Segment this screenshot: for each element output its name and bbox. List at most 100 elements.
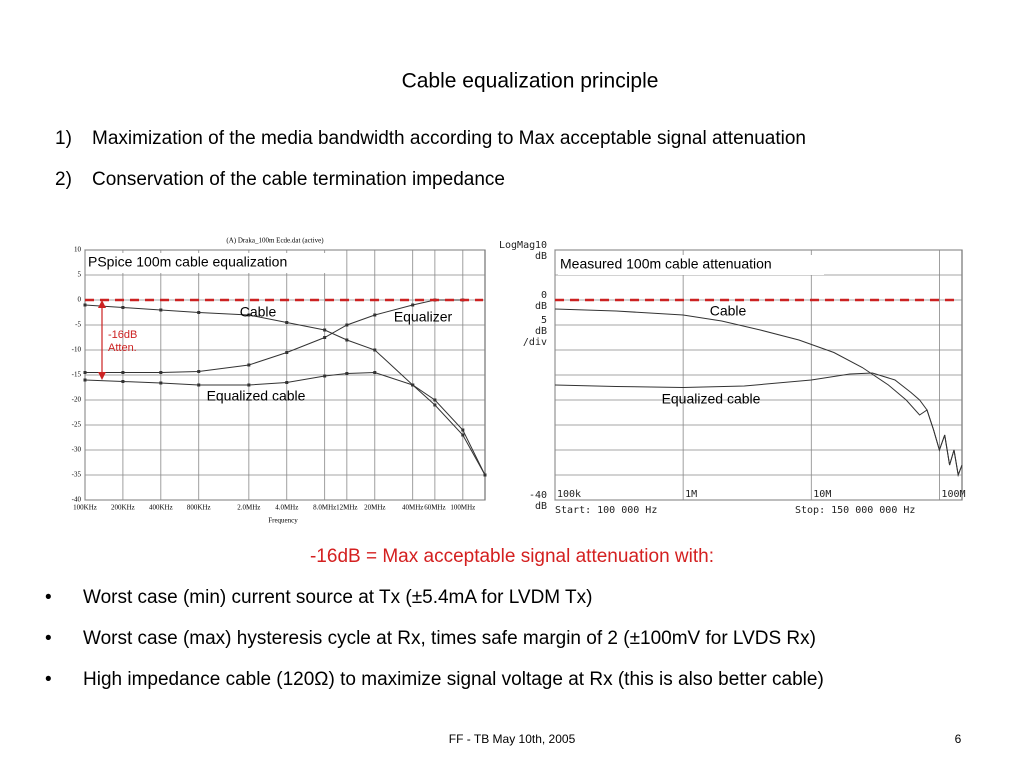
y-tick-unit: dB [535, 501, 547, 512]
x-tick-label: 4.0MHz [275, 504, 298, 512]
y-tick-label: -30 [72, 446, 82, 454]
data-point [433, 403, 437, 407]
data-point [121, 380, 125, 383]
y-tick-label: 10 [74, 246, 82, 254]
data-point [483, 473, 487, 477]
data-point [323, 374, 327, 378]
goal-text: Maximization of the media bandwidth acco… [92, 128, 806, 149]
data-point [345, 323, 349, 327]
start-label: Start: 100 000 Hz [555, 505, 657, 516]
data-point [323, 328, 327, 332]
x-tick-label: 100MHz [450, 504, 475, 512]
x-axis-label: Frequency [268, 517, 298, 525]
data-point [159, 381, 163, 385]
plot-header: (A) Draka_100m Ecde.dat (active) [226, 237, 324, 245]
data-point [373, 348, 377, 352]
x-tick-label: 100KHz [73, 504, 97, 512]
series-line [554, 372, 963, 477]
scale-label: /div [523, 337, 547, 348]
x-tick-label: 100k [557, 489, 581, 500]
bullet: • [45, 628, 52, 649]
scale-label: 5 [541, 315, 547, 326]
y-tick-label: -35 [72, 471, 82, 479]
y-tick-label: 0 [541, 290, 547, 301]
data-point [345, 338, 349, 342]
chart-label-box [558, 255, 824, 275]
data-point [197, 370, 201, 373]
page-number: 6 [955, 732, 962, 746]
bullet-text: Worst case (max) hysteresis cycle at Rx,… [83, 628, 816, 649]
y-tick-unit: dB [535, 251, 547, 262]
chart-label: Measured 100m cable attenuation [560, 256, 772, 272]
bullet: • [45, 587, 52, 608]
data-point [197, 311, 201, 314]
bullet: • [45, 669, 52, 690]
y-tick-label: -20 [72, 396, 82, 404]
x-tick-label: 40MHz [402, 504, 423, 512]
y-axis-title: LogMag [499, 240, 535, 251]
x-tick-label: 10M [813, 489, 831, 500]
x-tick-label: 1M [685, 489, 697, 500]
chart-label: PSpice 100m cable equalization [88, 254, 287, 270]
data-point [411, 303, 415, 307]
data-point [373, 313, 377, 317]
data-point [247, 363, 251, 367]
data-point [121, 306, 125, 309]
data-point [323, 336, 327, 339]
goal-number: 1) [55, 128, 72, 149]
data-point [461, 428, 465, 432]
series-label: Equalized cable [662, 391, 761, 407]
x-tick-label: 8.0MHz [313, 504, 336, 512]
x-tick-label: 60MHz [424, 504, 445, 512]
y-tick-label: -10 [72, 346, 82, 354]
y-tick-label: -40 [72, 496, 82, 504]
bullet-text: Worst case (min) current source at Tx (±… [83, 587, 592, 608]
y-tick-label: 5 [78, 271, 82, 279]
series-label: Cable [710, 303, 747, 319]
y-tick-label: 10 [535, 240, 547, 251]
data-point [159, 371, 163, 374]
x-tick-label: 800KHz [187, 504, 211, 512]
series-label: Cable [240, 304, 277, 320]
x-tick-label: 400KHz [149, 504, 173, 512]
slide-title: Cable equalization principle [402, 70, 659, 93]
footer-text: FF - TB May 10th, 2005 [449, 732, 576, 746]
y-tick-label: -25 [72, 421, 82, 429]
data-point [121, 371, 125, 374]
data-point [247, 313, 251, 317]
y-tick-label: -40 [529, 490, 547, 501]
data-point [285, 321, 289, 324]
stop-label: Stop: 150 000 000 Hz [795, 505, 915, 516]
data-point [461, 433, 465, 437]
bullet-text: High impedance cable (120Ω) to maximize … [83, 669, 824, 690]
data-point [83, 303, 87, 307]
data-point [285, 351, 289, 354]
data-point [197, 383, 201, 387]
series-label: Equalized cable [207, 388, 306, 404]
data-point [411, 383, 415, 387]
data-point [433, 398, 437, 402]
data-point [247, 383, 251, 387]
arrow-head [98, 300, 106, 308]
data-point [285, 381, 289, 384]
emphasis: -16dB = Max acceptable signal attenuatio… [310, 546, 714, 567]
x-tick-label: 20MHz [364, 504, 385, 512]
series-line [85, 299, 463, 373]
data-point [373, 371, 377, 374]
data-point [159, 308, 163, 312]
data-point [345, 372, 349, 375]
x-tick-label: 100M [941, 489, 965, 500]
y-tick-unit: dB [535, 301, 547, 312]
arrow-label: -16dB [108, 329, 137, 341]
goal-number: 2) [55, 169, 72, 190]
data-point [83, 378, 87, 382]
y-tick-label: 0 [78, 296, 82, 304]
y-tick-label: -15 [72, 371, 82, 379]
data-point [83, 371, 87, 374]
y-tick-label: -5 [75, 321, 81, 329]
x-tick-label: 200KHz [111, 504, 135, 512]
x-tick-label: 12MHz [336, 504, 357, 512]
